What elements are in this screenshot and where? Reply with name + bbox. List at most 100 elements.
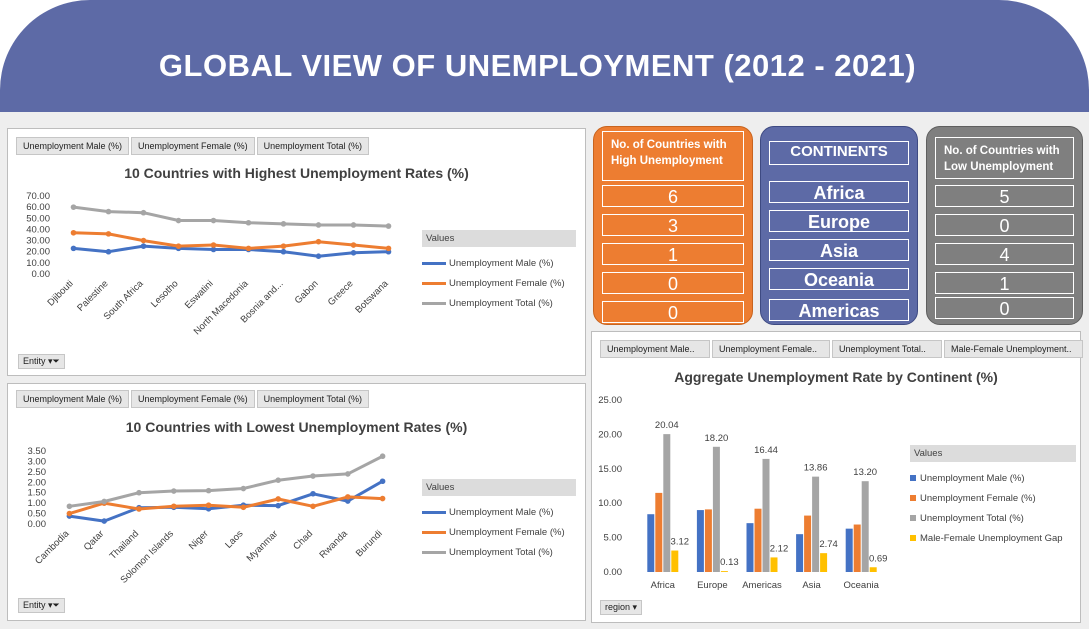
legend-title: Values [422, 230, 576, 247]
bar [655, 492, 663, 572]
kpi-high-value-americas: 0 [602, 301, 744, 323]
data-point [66, 503, 73, 510]
data-label-gap: 2.74 [819, 539, 838, 550]
field-button-gap[interactable]: Male-Female Unemployment.. [944, 340, 1083, 358]
field-button-male[interactable]: Unemployment Male.. [600, 340, 710, 358]
data-label-gap: 0.69 [869, 553, 888, 564]
x-tick-label: Laos [223, 528, 246, 551]
data-point [66, 510, 73, 517]
low-chart-legend: Values Unemployment Male (%) Unemploymen… [422, 479, 576, 562]
x-tick-label: Palestine [75, 278, 110, 313]
low-chart-field-buttons: Unemployment Male (%) Unemployment Femal… [16, 390, 369, 408]
series-line [68, 495, 383, 516]
legend-label: Unemployment Male (%) [920, 472, 1025, 484]
bar [869, 567, 877, 572]
x-tick-label: Rwanda [317, 528, 350, 561]
legend-title: Values [422, 479, 576, 496]
data-point [280, 221, 287, 227]
low-chart-panel: Unemployment Male (%) Unemployment Femal… [7, 383, 586, 621]
continent-asia[interactable]: Asia [769, 239, 909, 261]
data-point [240, 485, 247, 492]
legend-label: Unemployment Male (%) [449, 506, 554, 518]
data-label-total: 16.44 [754, 445, 778, 456]
series-line [73, 244, 389, 258]
continent-chart-plot: 0.00 5.00 10.00 15.00 20.00 25.00 Africa 20.04 3… [598, 395, 888, 591]
kpi-low-value-africa: 5 [935, 185, 1074, 207]
bar [696, 510, 704, 572]
bar [647, 514, 655, 572]
legend-swatch-male [422, 510, 446, 514]
data-point [171, 503, 177, 510]
y-tick-label: 20.00 [26, 247, 50, 258]
data-point [70, 229, 77, 236]
field-button-female[interactable]: Unemployment Female.. [712, 340, 830, 358]
data-point [105, 248, 112, 255]
kpi-high-card: No. of Countries with High Unemployment … [593, 126, 753, 325]
data-point [245, 219, 252, 226]
data-point [350, 242, 357, 248]
series-line [69, 454, 384, 508]
y-tick-label: 10.00 [26, 258, 50, 269]
legend-item-female: Unemployment Female (%) [422, 273, 576, 293]
continent-europe[interactable]: Europe [769, 210, 909, 232]
continent-africa[interactable]: Africa [769, 181, 909, 203]
legend-label: Unemployment Male (%) [449, 257, 554, 269]
continent-oceania[interactable]: Oceania [769, 268, 909, 290]
data-point [171, 488, 177, 494]
bar [720, 571, 728, 572]
x-tick-label: Chad [291, 528, 315, 552]
data-label-total: 20.04 [655, 420, 679, 431]
data-point [315, 238, 322, 245]
legend-swatch-female [910, 495, 916, 501]
field-button-male[interactable]: Unemployment Male (%) [16, 137, 130, 155]
x-tick-label: Eswatini [183, 278, 216, 311]
y-tick-label: 3.50 [28, 446, 47, 457]
y-tick-label: 1.00 [28, 498, 47, 509]
x-tick-label: Cambodia [33, 528, 72, 567]
field-button-female[interactable]: Unemployment Female (%) [131, 137, 255, 155]
series-line [73, 205, 389, 228]
data-point [245, 245, 252, 252]
y-tick-label: 25.00 [598, 395, 622, 406]
data-point [315, 222, 322, 228]
field-button-total[interactable]: Unemployment Total.. [832, 340, 942, 358]
continent-chart-legend: Values Unemployment Male (%) Unemploymen… [910, 445, 1076, 548]
data-point [379, 453, 386, 460]
x-tick-label: Europe [697, 580, 728, 591]
data-point [345, 498, 351, 504]
legend-swatch-female [422, 530, 446, 534]
field-button-total[interactable]: Unemployment Total (%) [256, 390, 369, 408]
data-point [315, 253, 322, 259]
high-chart-title: 10 Countries with Highest Unemployment R… [124, 165, 469, 181]
legend-item-total: Unemployment Total (%) [910, 508, 1076, 528]
data-point [379, 495, 386, 502]
continent-americas[interactable]: Americas [769, 299, 909, 321]
x-tick-label: Africa [651, 580, 676, 591]
continent-chart-panel: Unemployment Male.. Unemployment Female.… [591, 331, 1083, 623]
field-button-female[interactable]: Unemployment Female (%) [131, 390, 255, 408]
x-tick-label: Thailand [108, 528, 142, 562]
region-label: region [605, 602, 631, 612]
data-point [379, 478, 386, 485]
x-tick-label: Burundi [354, 528, 385, 559]
field-button-total[interactable]: Unemployment Total (%) [256, 137, 369, 155]
legend-swatch-male [910, 475, 916, 481]
x-tick-label: Botswana [353, 278, 391, 316]
y-tick-label: 50.00 [26, 213, 50, 224]
data-point [210, 242, 217, 248]
bar [853, 524, 861, 572]
entity-filter-button[interactable]: Entity ▾⏷ [18, 598, 65, 613]
continent-chart-field-buttons: Unemployment Male.. Unemployment Female.… [600, 340, 1083, 358]
data-point [385, 245, 392, 252]
data-point [275, 496, 282, 502]
data-point [140, 209, 147, 216]
x-tick-label: Niger [187, 528, 211, 552]
dashboard-title: GLOBAL VIEW OF UNEMPLOYMENT (2012 - 2021… [158, 48, 917, 83]
legend-item-male: Unemployment Male (%) [910, 468, 1076, 488]
entity-filter-button[interactable]: Entity ▾⏷ [18, 354, 65, 369]
data-point [345, 494, 351, 500]
continents-card: CONTINENTS Africa Europe Asia Oceania Am… [760, 126, 918, 325]
bar [812, 476, 820, 572]
region-filter-button[interactable]: region ▾ [600, 600, 643, 615]
field-button-male[interactable]: Unemployment Male (%) [16, 390, 130, 408]
